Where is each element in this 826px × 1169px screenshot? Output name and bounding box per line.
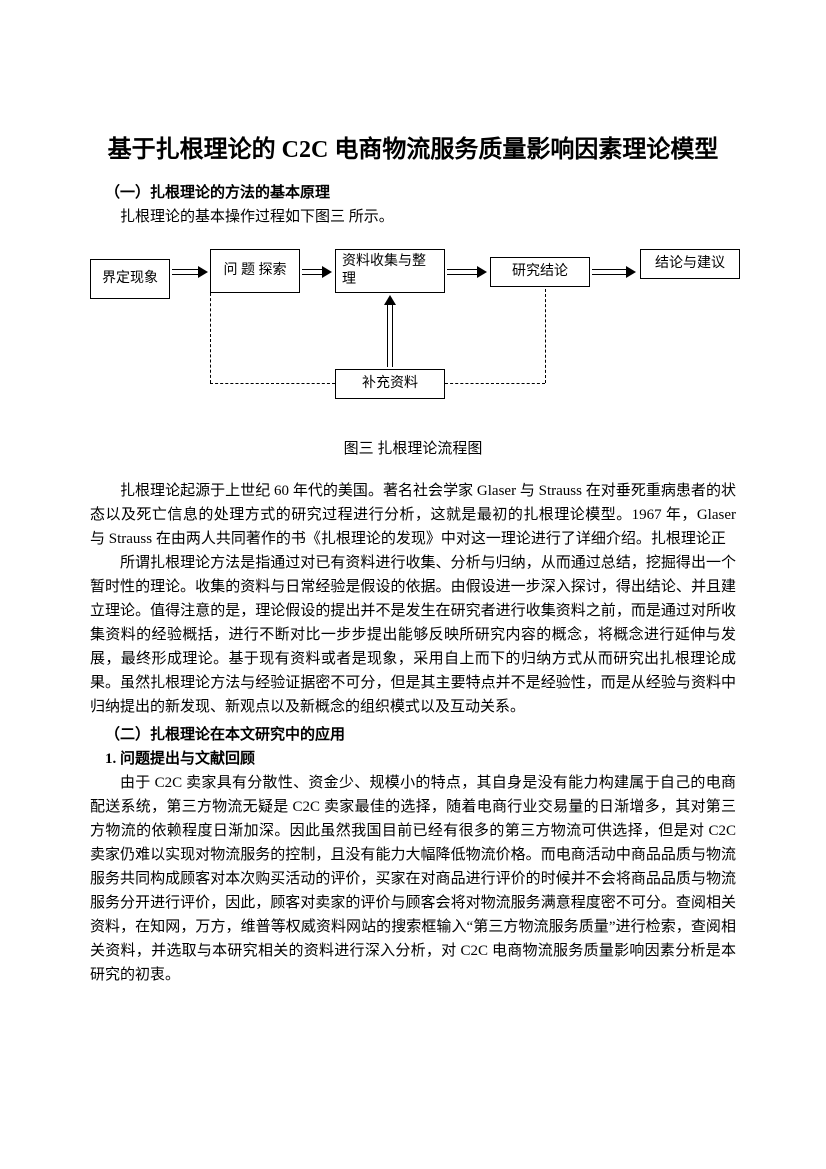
flow-arrow-2 [447, 269, 487, 275]
flow-arrow-0 [172, 269, 208, 275]
flow-arrow-4 [387, 295, 393, 367]
flow-arrow-1 [302, 269, 332, 275]
flow-node-n1: 界定现象 [90, 259, 170, 299]
flow-dash-3 [545, 289, 546, 383]
flow-dash-1 [210, 383, 335, 384]
figure-caption: 图三 扎根理论流程图 [90, 437, 736, 461]
page-title: 基于扎根理论的 C2C 电商物流服务质量影响因素理论模型 [90, 130, 736, 171]
flow-node-n4: 研究结论 [490, 257, 590, 287]
flow-node-n5: 结论与建议 [640, 249, 740, 279]
paragraph-2: 所谓扎根理论方法是指通过对已有资料进行收集、分析与归纳，从而通过总结，挖掘得出一… [90, 551, 736, 719]
section-1-lead: 扎根理论的基本操作过程如下图三 所示。 [90, 205, 736, 229]
flow-arrow-3 [592, 269, 636, 275]
flow-node-n6: 补充资料 [335, 369, 445, 399]
flow-dash-2 [445, 383, 545, 384]
paragraph-3: 由于 C2C 卖家具有分散性、资金少、规模小的特点，其自身是没有能力构建属于自己… [90, 771, 736, 987]
section-1-heading: （一）扎根理论的方法的基本原理 [90, 181, 736, 205]
section-2-heading: （二）扎根理论在本文研究中的应用 [90, 723, 736, 747]
flow-node-n2: 问 题 探索 [210, 249, 300, 293]
flow-dash-0 [210, 293, 211, 383]
flow-node-n3: 资料收集与整理 [335, 249, 445, 293]
flowchart: 界定现象问 题 探索资料收集与整理 研究结论 结论与建议补充资料 [90, 239, 740, 419]
section-2-subheading: 1. 问题提出与文献回顾 [90, 747, 736, 771]
paragraph-1: 扎根理论起源于上世纪 60 年代的美国。著名社会学家 Glaser 与 Stra… [90, 479, 736, 551]
